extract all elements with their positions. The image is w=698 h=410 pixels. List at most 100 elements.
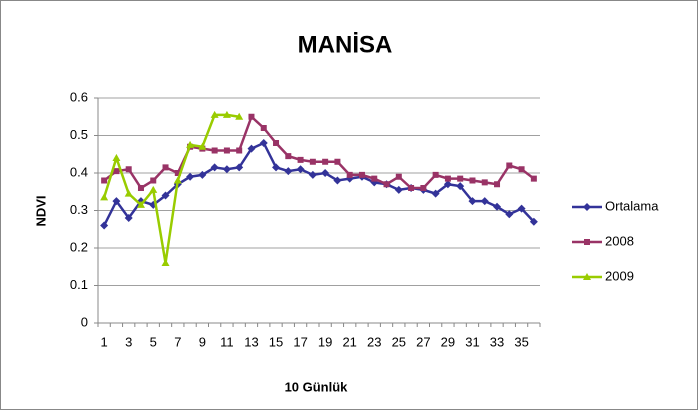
data-point <box>529 217 538 226</box>
data-point <box>456 182 465 191</box>
x-tick-label: 21 <box>342 334 356 349</box>
data-point <box>371 175 378 182</box>
x-tick-label: 31 <box>465 334 479 349</box>
x-tick-label: 1 <box>101 334 108 349</box>
data-point <box>431 189 440 198</box>
data-point <box>124 189 133 197</box>
data-point <box>506 162 513 169</box>
x-tick-label: 19 <box>318 334 332 349</box>
y-tick-label: 0.5 <box>70 127 88 142</box>
data-point <box>481 179 488 186</box>
x-tick-label: 5 <box>150 334 157 349</box>
x-tick-label: 25 <box>392 334 406 349</box>
data-point <box>457 175 464 182</box>
data-point <box>259 139 268 147</box>
data-point <box>383 181 390 188</box>
data-point <box>136 200 145 208</box>
legend-marker <box>583 203 591 211</box>
x-tick-label: 23 <box>367 334 381 349</box>
data-point <box>112 197 121 206</box>
data-point <box>236 147 243 154</box>
data-point <box>222 110 231 118</box>
data-point <box>161 259 170 266</box>
data-point <box>334 158 341 165</box>
y-tick-label: 0.1 <box>70 277 88 292</box>
legend-label: 2009 <box>605 268 634 283</box>
x-tick-label: 7 <box>174 334 181 349</box>
y-tick-label: 0.3 <box>70 202 88 217</box>
data-point <box>186 172 195 181</box>
data-point <box>247 144 256 153</box>
data-point <box>273 140 280 146</box>
data-point <box>505 210 514 219</box>
data-point <box>444 175 451 182</box>
data-point <box>235 112 244 120</box>
data-point <box>101 177 108 184</box>
data-point <box>124 214 133 222</box>
data-point <box>308 170 317 179</box>
data-point <box>432 171 439 178</box>
y-tick-label: 0.2 <box>70 239 88 254</box>
data-point <box>210 110 219 118</box>
data-point <box>468 197 477 206</box>
data-point <box>469 177 476 184</box>
data-point <box>100 221 109 230</box>
x-tick-label: 13 <box>244 334 258 349</box>
x-tick-label: 17 <box>293 334 307 349</box>
data-point <box>235 163 244 172</box>
data-point <box>137 185 144 191</box>
x-tick-label: 27 <box>416 334 430 349</box>
data-point <box>346 171 353 178</box>
x-tick-label: 29 <box>441 334 455 349</box>
data-point <box>309 158 316 165</box>
data-point <box>321 169 330 177</box>
data-point <box>198 142 207 150</box>
data-point <box>150 177 157 184</box>
data-point <box>285 153 292 160</box>
x-tick-label: 33 <box>490 334 504 349</box>
data-point <box>297 156 304 163</box>
data-point <box>125 166 132 173</box>
data-point <box>443 180 452 189</box>
data-point <box>198 170 207 179</box>
data-point <box>100 193 109 201</box>
data-point <box>420 185 427 191</box>
y-tick-label: 0.6 <box>70 89 88 104</box>
data-point <box>296 165 305 174</box>
data-point <box>480 197 489 206</box>
data-point <box>493 202 502 211</box>
data-point <box>284 167 293 176</box>
data-point <box>408 185 415 191</box>
data-point <box>322 158 329 165</box>
y-tick-label: 0.4 <box>70 164 88 179</box>
data-point <box>186 140 195 148</box>
data-point <box>222 165 231 174</box>
data-point <box>112 154 121 161</box>
data-point <box>518 166 525 173</box>
x-tick-label: 9 <box>199 334 206 349</box>
data-point <box>211 147 218 154</box>
legend-label: 2008 <box>605 233 634 248</box>
data-point <box>223 147 230 154</box>
data-point <box>394 185 403 194</box>
data-point <box>395 173 402 180</box>
data-point <box>248 113 255 120</box>
legend-marker <box>583 273 591 280</box>
data-point <box>333 176 342 185</box>
legend-marker <box>584 239 590 245</box>
data-point <box>260 125 267 131</box>
legend-label: Ortalama <box>605 198 659 213</box>
data-point <box>517 204 526 213</box>
data-point <box>113 168 120 175</box>
data-point <box>149 185 158 193</box>
data-point <box>210 163 219 172</box>
data-point <box>530 175 537 182</box>
x-axis-title: 10 Günlük <box>285 379 349 394</box>
x-tick-label: 15 <box>269 334 283 349</box>
y-axis-title: NDVI <box>33 195 48 226</box>
x-tick-label: 11 <box>220 334 234 349</box>
chart-title: MANİSA <box>298 31 393 58</box>
data-point <box>358 171 365 178</box>
